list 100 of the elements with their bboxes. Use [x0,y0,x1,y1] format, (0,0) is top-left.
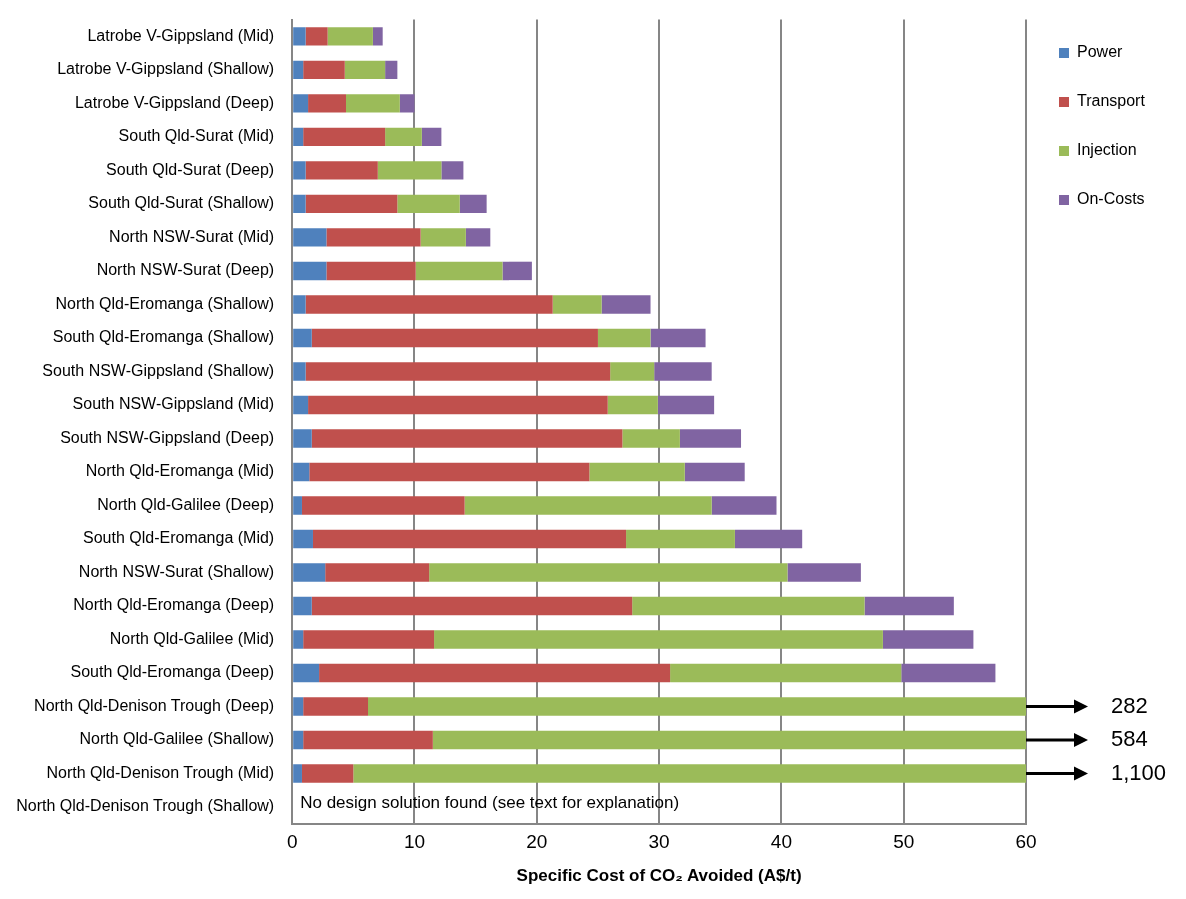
bar [397,194,460,214]
bar [293,630,304,649]
bar [679,429,742,448]
bar [303,630,435,649]
y-tick-label: North Qld-Denison Trough (Shallow) [16,797,275,815]
bar [293,362,306,381]
y-tick-label: South Qld-Eromanga (Mid) [82,529,275,547]
bar [308,94,346,113]
bar [305,27,328,46]
bar [399,94,415,113]
bar [325,563,430,582]
y-tick-label: North Qld-Galilee (Deep) [97,495,275,513]
y-tick-label: Latrobe V-Gippsland (Deep) [74,93,275,111]
x-axis-title: Specific Cost of CO₂ Avoided (A$/t) [516,866,802,886]
bar [684,462,745,482]
bar [353,764,1026,783]
y-tick-label: North NSW-Surat (Mid) [109,227,275,245]
y-tick-label: South NSW-Gippsland (Deep) [60,428,275,446]
bar [464,496,712,515]
bar [293,194,306,214]
bar [293,261,327,281]
bar [311,328,598,348]
bar [377,161,442,180]
bar [882,630,974,649]
y-tick-label: South Qld-Surat (Shallow) [88,194,275,212]
bar [670,663,902,683]
x-tick-label: 50 [893,831,915,853]
bar [303,127,386,147]
y-tick-label: North Qld-Galilee (Mid) [109,629,275,647]
bar [654,362,712,381]
bar [415,261,503,281]
y-tick-label: South Qld-Surat (Mid) [118,127,275,145]
bar [293,529,313,549]
bar [552,295,602,314]
bar [301,496,465,515]
bar [312,529,627,549]
y-tick-label: Latrobe V-Gippsland (Mid) [87,26,275,44]
legend-label: Transport [1077,92,1146,110]
bar [293,127,304,147]
bar [293,496,302,515]
y-tick-label: South Qld-Surat (Deep) [106,160,275,178]
bar [589,462,685,482]
bar [319,663,671,683]
bar [303,697,369,716]
bar [657,395,715,415]
bar [293,697,304,716]
x-tick-label: 0 [286,831,298,853]
text: 584 [1111,726,1148,752]
bar [597,328,651,348]
legend-label: Injection [1077,141,1137,159]
y-tick-label: Latrobe V-Gippsland (Shallow) [57,60,275,78]
bar [311,596,633,616]
y-tick-label: North Qld-Galilee (Shallow) [79,730,275,748]
y-tick-label: North Qld-Eromanga (Mid) [85,462,275,480]
bar [293,764,302,783]
bar [607,395,658,415]
bar [420,228,466,247]
bar [293,596,312,616]
bar [293,94,309,113]
bar [326,261,416,281]
legend-label: Power [1077,43,1124,61]
bar [368,697,1026,716]
bar [711,496,777,515]
bar [864,596,954,616]
bar [465,228,491,247]
y-tick-label: North Qld-Denison Trough (Deep) [34,696,275,714]
bar [626,529,735,549]
bar [650,328,706,348]
bar [610,362,655,381]
x-tick-label: 60 [1015,831,1037,853]
bar [787,563,861,582]
bar [622,429,680,448]
bar [372,27,383,46]
bar [293,429,312,448]
bar [293,663,320,683]
y-tick-label: South NSW-Gippsland (Mid) [72,395,275,413]
x-tick-label: 20 [526,831,548,853]
bar [305,362,611,381]
y-tick-label: North Qld-Eromanga (Shallow) [55,294,275,312]
bar [309,462,590,482]
bar [901,663,996,683]
y-tick-label: North NSW-Surat (Shallow) [78,562,275,580]
y-tick-label: South Qld-Eromanga (Deep) [70,663,275,681]
bar [293,462,310,482]
bar [293,161,306,180]
x-tick-label: 10 [403,831,426,853]
bar [432,730,1026,750]
bar [434,630,883,649]
bar [308,395,608,415]
bar [601,295,651,314]
text: 1,100 [1111,759,1167,785]
bar [326,228,421,247]
x-tick-label: 30 [648,831,670,853]
bar [502,261,532,281]
bar [293,395,309,415]
bar [301,764,354,783]
bar [385,60,398,80]
x-tick-label: 40 [770,831,792,853]
bar [632,596,865,616]
bar [344,60,386,80]
